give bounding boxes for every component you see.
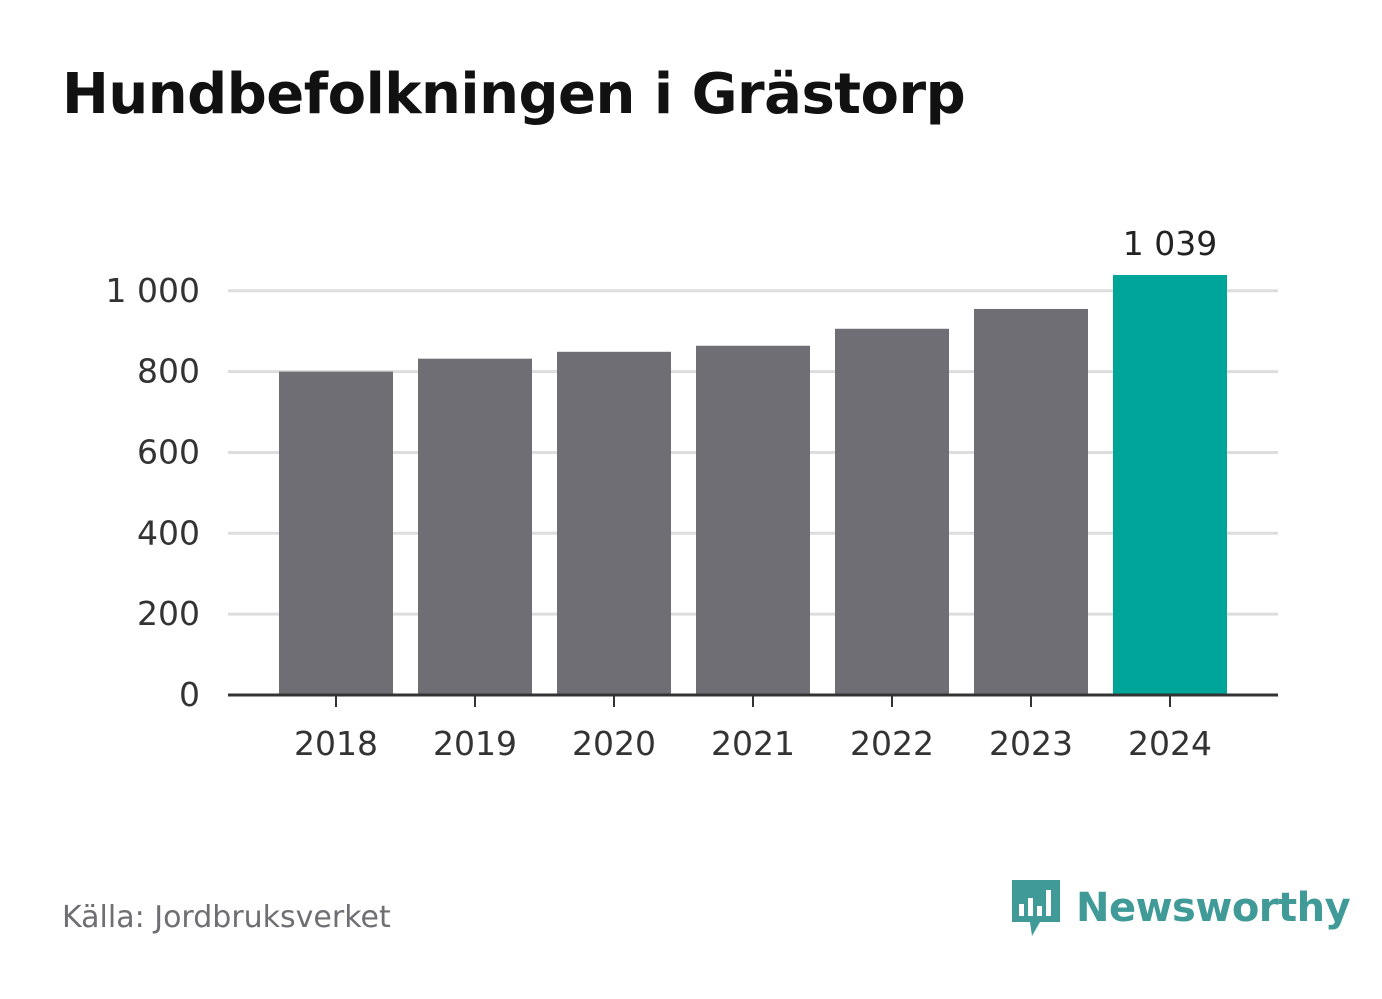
- x-tick-label: 2024: [1128, 724, 1212, 763]
- bars: [279, 275, 1227, 695]
- bar-2019: [418, 358, 532, 695]
- data-label: 1 039: [1123, 224, 1217, 263]
- bar-2022: [835, 328, 949, 695]
- bar-2023: [974, 308, 1088, 695]
- newsworthy-logo-icon: [1012, 880, 1060, 936]
- x-axis-ticks: 2018 2019 2020 2021 2022 2023 2024: [294, 695, 1212, 763]
- bar-2018: [279, 371, 393, 695]
- y-axis-ticks: 0 200 400 600 800 1 000: [106, 271, 200, 714]
- brand-logo: Newsworthy: [1010, 878, 1351, 938]
- x-tick-label: 2019: [433, 724, 517, 763]
- y-tick-label: 800: [137, 352, 200, 391]
- chart-title: Hundbefolkningen i Grästorp: [62, 62, 966, 127]
- bar-2024: [1113, 275, 1227, 695]
- y-tick-label: 1 000: [106, 271, 200, 310]
- x-tick-label: 2021: [711, 724, 795, 763]
- source-note: Källa: Jordbruksverket: [62, 900, 391, 935]
- brand-name: Newsworthy: [1076, 885, 1351, 931]
- bar-2021: [696, 345, 810, 695]
- x-tick-label: 2023: [989, 724, 1073, 763]
- y-tick-label: 200: [137, 594, 200, 633]
- y-tick-label: 0: [179, 675, 200, 714]
- x-tick-label: 2018: [294, 724, 378, 763]
- x-tick-label: 2022: [850, 724, 934, 763]
- x-tick-label: 2020: [572, 724, 656, 763]
- bar-2020: [557, 351, 671, 695]
- y-tick-label: 400: [137, 513, 200, 552]
- data-labels: 1 039: [1123, 224, 1217, 263]
- y-tick-label: 600: [137, 432, 200, 471]
